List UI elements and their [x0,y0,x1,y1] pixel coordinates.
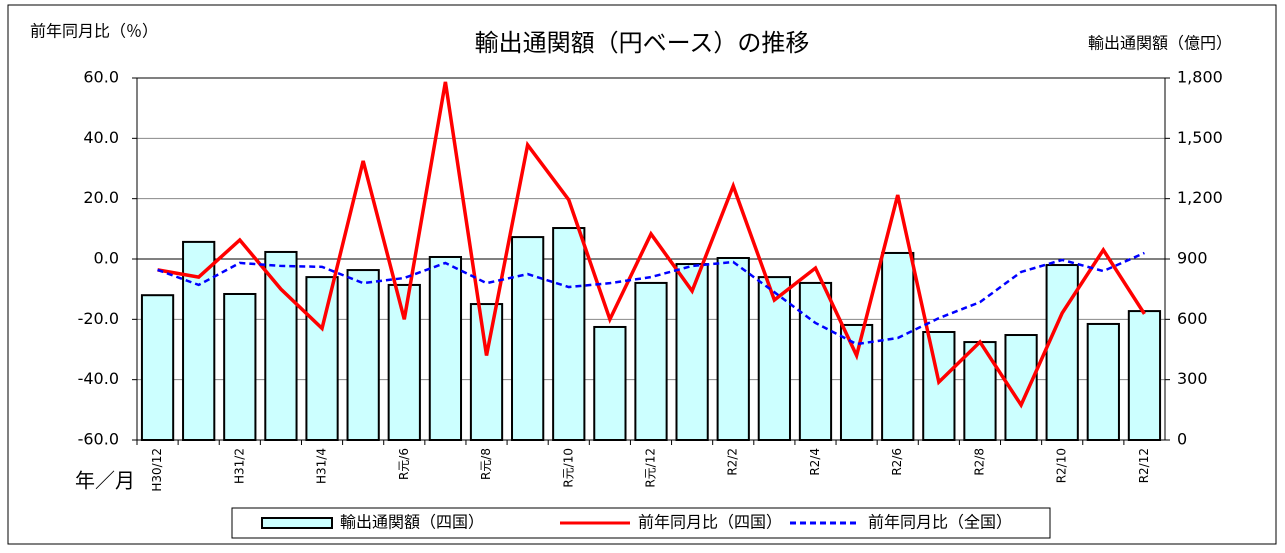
x-tick-label: R2/12 [1137,448,1151,483]
x-tick-label: H31/4 [315,448,329,484]
bar [552,227,586,441]
x-tick-label: R2/6 [890,448,904,476]
y2-tick-label: 1,200 [1177,188,1223,207]
y-tick-label: 0.0 [94,249,119,268]
line [157,81,1146,409]
plot-border [136,77,1166,441]
bar [305,276,339,441]
y-tick-label: -60.0 [78,430,119,449]
y-tick-label: -20.0 [78,309,119,328]
x-tick-label: R元/10 [561,448,575,488]
chart-title: 輸出通関額（円ベース）の推移 [475,29,810,57]
bar [264,250,298,441]
legend-box [231,507,1051,539]
bar [140,294,175,442]
legend-swatch [261,517,333,529]
y-tick-label: 40.0 [83,128,119,147]
y2-tick-label: 0 [1177,430,1187,449]
bar [346,269,380,441]
y2-tick-label: 900 [1177,249,1208,268]
x-tick-label: R2/8 [972,448,986,476]
legend-label: 輸出通関額（四国） [340,513,484,532]
bar [182,240,216,441]
bar [223,292,257,442]
x-tick-label: R元/6 [397,448,411,480]
x-axis-title: 年／月 [75,469,135,493]
bar [469,303,504,441]
bar [593,325,627,441]
y2-axis-title: 輸出通関額（億円） [1088,34,1232,53]
bar [881,251,915,441]
x-tick-label: R2/4 [808,448,822,476]
bar [387,283,421,441]
legend-label: 前年同月比（全国） [868,513,1012,532]
legend-label: 前年同月比（四国） [638,513,782,532]
y-tick-label: 60.0 [83,68,119,87]
x-tick-label: H30/12 [150,448,164,492]
y2-tick-label: 1,500 [1177,128,1223,147]
bar [798,281,833,441]
bar [634,281,668,441]
y-tick-label: -40.0 [78,369,119,388]
y2-tick-label: 1,800 [1177,68,1223,87]
y2-tick-label: 300 [1177,369,1208,388]
bar [922,331,956,441]
y-tick-label: 20.0 [83,188,119,207]
bar [716,256,750,441]
bar [511,236,545,441]
x-tick-label: R元/12 [644,448,658,488]
bar [1086,322,1120,442]
line [157,251,1145,346]
x-tick-label: R2/2 [726,448,740,476]
bar [1045,264,1079,441]
x-tick-label: R元/8 [479,448,493,480]
y2-tick-label: 600 [1177,309,1208,328]
y-axis-title: 前年同月比（％） [30,22,158,41]
bar [839,323,874,441]
x-tick-label: R2/10 [1055,448,1069,483]
x-tick-label: H31/2 [232,448,246,484]
bar [1127,310,1162,441]
bar [428,255,463,441]
